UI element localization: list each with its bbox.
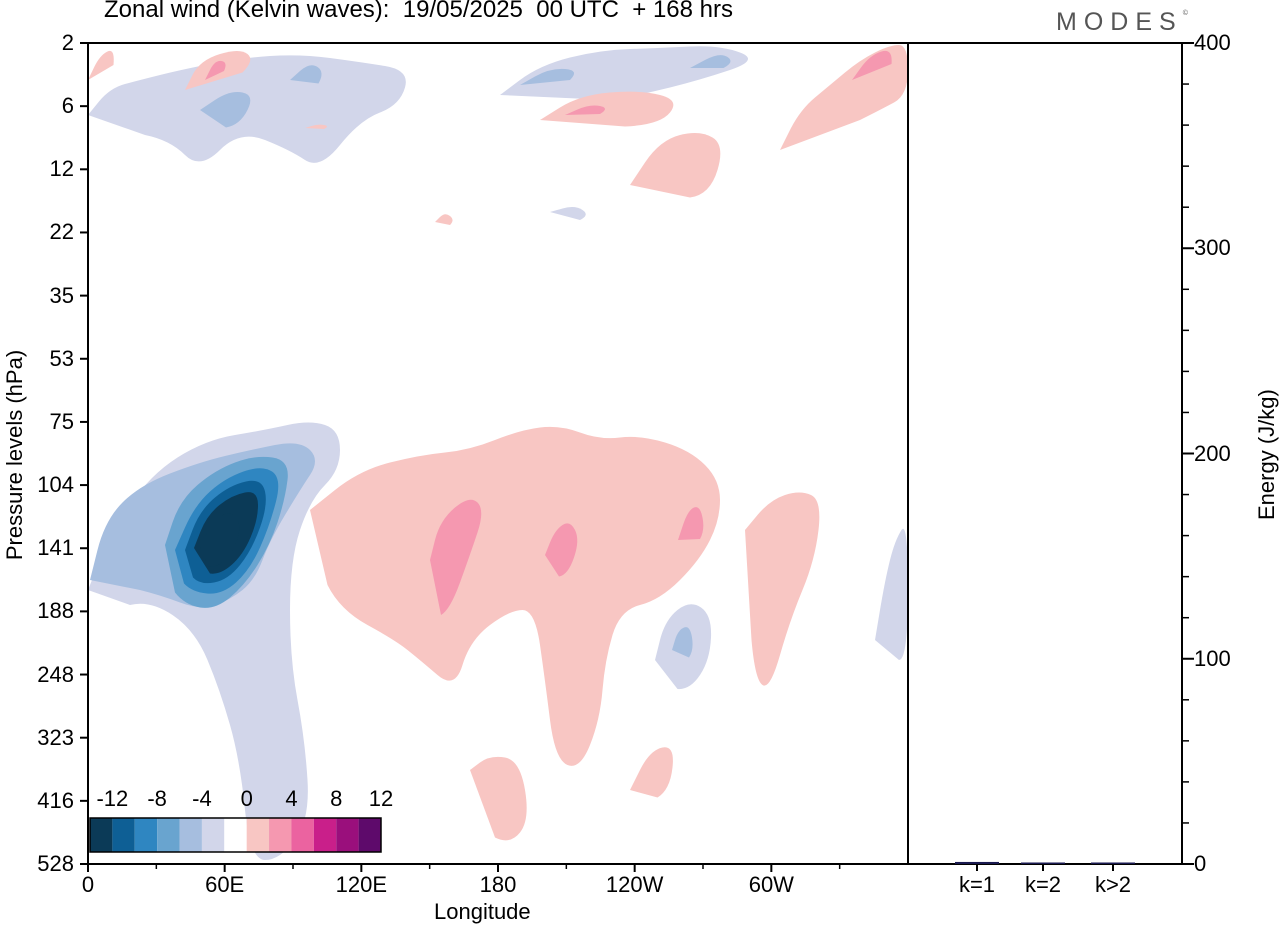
colorbar-swatch	[246, 818, 270, 852]
colorbar-label: -8	[147, 786, 167, 811]
colorbar-swatch	[90, 818, 113, 852]
y-tick-label: 104	[37, 472, 74, 498]
contour-negative	[290, 65, 322, 84]
colorbar-label: 8	[330, 786, 343, 811]
energy-tick-label: 200	[1194, 440, 1231, 466]
contour-positive	[540, 91, 674, 127]
y-tick-label: 2	[61, 30, 74, 55]
contour-negative	[672, 627, 693, 658]
y-tick-label: 22	[49, 219, 74, 245]
contour-negative	[200, 513, 240, 567]
contour-negative	[520, 68, 574, 85]
contour-positive	[435, 214, 453, 225]
colorbar-swatch	[157, 818, 180, 852]
contour-negative	[690, 55, 731, 68]
colorbar-swatch	[179, 818, 202, 852]
energy-tick-label: 100	[1194, 645, 1231, 671]
contour-positive	[745, 492, 820, 686]
energy-frame	[907, 42, 1183, 865]
contour-positive	[305, 124, 327, 129]
brand-logo: MODES©	[1056, 8, 1188, 36]
energy-axis-label: Energy (J/kg)	[1254, 389, 1279, 520]
y-tick-label: 416	[37, 787, 74, 813]
contour-negative	[200, 92, 251, 128]
colorbar-swatch	[358, 818, 381, 852]
x-tick-label: 60W	[748, 872, 794, 897]
bar-category-label: k=1	[958, 872, 996, 897]
y-tick-label: 53	[49, 345, 74, 371]
colorbar-label: -4	[192, 786, 212, 811]
contour-negative	[500, 46, 748, 100]
y-tick-label: 141	[37, 535, 74, 561]
contour-positive	[678, 507, 704, 540]
energy-tick-label: 0	[1194, 851, 1207, 876]
y-tick-label: 248	[37, 661, 74, 687]
colorbar-swatch	[313, 818, 337, 852]
contour-positive	[630, 133, 721, 198]
axes	[80, 42, 1194, 872]
colorbar-swatch	[112, 818, 135, 852]
colorbar-swatch	[201, 818, 225, 852]
y-tick-label: 35	[49, 282, 74, 308]
contour-positive	[470, 756, 527, 841]
y-tick-label: 528	[37, 851, 74, 876]
y-tick-label: 323	[37, 724, 74, 750]
bar-category-label: k>2	[1094, 872, 1132, 897]
colorbar-swatch	[134, 818, 158, 852]
contour-negative	[875, 528, 908, 660]
contour-positive	[852, 50, 892, 80]
chart-title: Zonal wind (Kelvin waves): 19/05/2025 00…	[104, 0, 733, 23]
contour-positive	[430, 499, 482, 615]
contour-positive	[88, 50, 114, 80]
energy-bars	[955, 861, 1135, 871]
x-tick-label: 180	[479, 872, 517, 897]
x-tick-label: 0	[81, 872, 95, 897]
energy-bar-k=2	[1021, 862, 1065, 864]
x-tick-label: 120W	[605, 872, 664, 897]
energy-bar-k=1	[955, 861, 999, 864]
energy-tick-label: 300	[1194, 235, 1231, 261]
colorbar-frame	[89, 817, 382, 853]
contour-positive	[565, 105, 605, 115]
x-tick-label: 60E	[205, 872, 245, 897]
y-tick-label: 75	[49, 408, 74, 434]
colorbar-swatch	[291, 818, 314, 852]
y-tick-label: 6	[61, 93, 74, 119]
colorbar-swatch	[224, 818, 247, 852]
x-tick-label: 120E	[335, 872, 388, 897]
colorbar-label: 12	[368, 786, 394, 811]
contour-field	[88, 45, 908, 860]
y-tick-label: 188	[37, 598, 74, 624]
x-axis-label: Longitude	[434, 899, 531, 924]
contour-negative	[550, 207, 586, 220]
contour-positive	[310, 426, 720, 766]
colorbar-swatch	[269, 818, 292, 852]
y-tick-label: 12	[49, 156, 74, 182]
colorbar-label: -12	[96, 786, 129, 811]
colorbar-swatch	[336, 818, 359, 852]
contour-positive	[630, 747, 673, 798]
contour-positive	[205, 60, 226, 80]
contour-positive	[545, 523, 578, 577]
colorbar-label: 4	[285, 786, 298, 811]
colorbar-label: 0	[240, 786, 253, 811]
energy-bar-k>2	[1091, 862, 1135, 864]
energy-tick-label: 400	[1194, 30, 1231, 55]
colorbar	[89, 817, 382, 853]
contour-positive	[780, 45, 908, 150]
bar-category-label: k=2	[1024, 872, 1062, 897]
